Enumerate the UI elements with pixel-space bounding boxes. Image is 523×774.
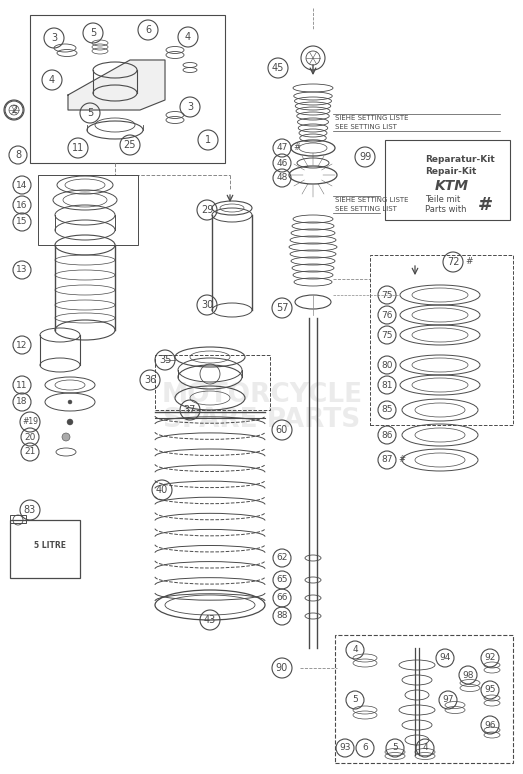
Bar: [335, 635, 513, 763]
Polygon shape: [68, 60, 165, 110]
Text: 5: 5: [352, 696, 358, 704]
Text: 95: 95: [484, 686, 496, 694]
Text: 81: 81: [381, 381, 393, 389]
Text: 11: 11: [16, 381, 28, 389]
Text: SEE SETTING LIST: SEE SETTING LIST: [335, 124, 397, 130]
Text: Reparatur-Kit: Reparatur-Kit: [425, 156, 495, 165]
Text: KTM: KTM: [435, 179, 469, 193]
Text: 21: 21: [24, 447, 36, 457]
Text: 36: 36: [144, 375, 156, 385]
Text: 92: 92: [484, 653, 496, 663]
Text: 3: 3: [51, 33, 57, 43]
Text: 60: 60: [276, 425, 288, 435]
Text: 18: 18: [16, 398, 28, 406]
Text: Repair-Kit: Repair-Kit: [425, 167, 476, 176]
Text: SIEHE SETTING LISTE: SIEHE SETTING LISTE: [335, 197, 408, 203]
Text: 99: 99: [359, 152, 371, 162]
Text: 75: 75: [381, 290, 393, 300]
Text: 93: 93: [339, 744, 351, 752]
Text: 45: 45: [272, 63, 284, 73]
Text: 90: 90: [276, 663, 288, 673]
Text: 4: 4: [185, 32, 191, 42]
Bar: [10, 515, 26, 523]
Text: 35: 35: [159, 355, 171, 365]
Text: #: #: [398, 456, 405, 464]
Text: 76: 76: [381, 310, 393, 320]
Text: 37: 37: [184, 405, 196, 415]
Text: 98: 98: [462, 670, 474, 680]
Text: MOTORCYCLE: MOTORCYCLE: [162, 382, 362, 408]
Text: 16: 16: [16, 200, 28, 210]
Text: 14: 14: [16, 180, 28, 190]
Text: 87: 87: [381, 456, 393, 464]
Text: 57: 57: [276, 303, 288, 313]
Text: #: #: [465, 258, 472, 266]
Text: 29: 29: [201, 205, 213, 215]
Text: Parts with: Parts with: [425, 206, 467, 214]
Text: 5 LITRE: 5 LITRE: [34, 540, 66, 550]
Text: SEE SETTING LIST: SEE SETTING LIST: [335, 206, 397, 212]
Circle shape: [62, 433, 70, 441]
Text: 97: 97: [442, 696, 454, 704]
Circle shape: [68, 400, 72, 404]
Text: 3: 3: [187, 102, 193, 112]
Text: 40: 40: [156, 485, 168, 495]
Text: 11: 11: [72, 143, 84, 153]
Text: #: #: [477, 196, 493, 214]
Circle shape: [67, 419, 73, 425]
Text: 8: 8: [15, 150, 21, 160]
Text: 62: 62: [276, 553, 288, 563]
Text: 1: 1: [205, 135, 211, 145]
Text: 20: 20: [24, 433, 36, 441]
Text: #: #: [293, 143, 300, 152]
Text: 5: 5: [87, 108, 93, 118]
Text: 96: 96: [484, 721, 496, 730]
Bar: [38, 175, 138, 245]
Text: 6: 6: [145, 25, 151, 35]
Text: 75: 75: [381, 330, 393, 340]
Text: 46: 46: [276, 159, 288, 167]
Text: 25: 25: [124, 140, 137, 150]
Text: 5: 5: [392, 744, 398, 752]
Text: 15: 15: [16, 217, 28, 227]
Text: 65: 65: [276, 576, 288, 584]
Text: 66: 66: [276, 594, 288, 602]
Text: SPARE PARTS: SPARE PARTS: [163, 407, 361, 433]
Text: 86: 86: [381, 430, 393, 440]
Bar: [155, 355, 270, 410]
Text: 72: 72: [447, 257, 459, 267]
Text: 4: 4: [352, 646, 358, 655]
Text: 48: 48: [276, 173, 288, 183]
Text: 30: 30: [201, 300, 213, 310]
Text: 47: 47: [276, 143, 288, 152]
Text: #19: #19: [22, 417, 38, 426]
Text: 88: 88: [276, 611, 288, 621]
Text: 80: 80: [381, 361, 393, 369]
Text: 4: 4: [49, 75, 55, 85]
Text: 6: 6: [362, 744, 368, 752]
Text: 4: 4: [422, 744, 428, 752]
Text: 2: 2: [11, 105, 17, 115]
Text: 85: 85: [381, 406, 393, 415]
Text: Teile mit: Teile mit: [425, 196, 460, 204]
Text: 94: 94: [439, 653, 451, 663]
Text: SIEHE SETTING LISTE: SIEHE SETTING LISTE: [335, 115, 408, 121]
Text: 13: 13: [16, 265, 28, 275]
Bar: [10, 520, 80, 578]
Text: 83: 83: [24, 505, 36, 515]
Text: 5: 5: [90, 28, 96, 38]
Bar: [30, 15, 225, 163]
Bar: [370, 255, 513, 425]
Text: 12: 12: [16, 341, 28, 350]
Text: 43: 43: [204, 615, 216, 625]
Bar: [385, 140, 510, 220]
